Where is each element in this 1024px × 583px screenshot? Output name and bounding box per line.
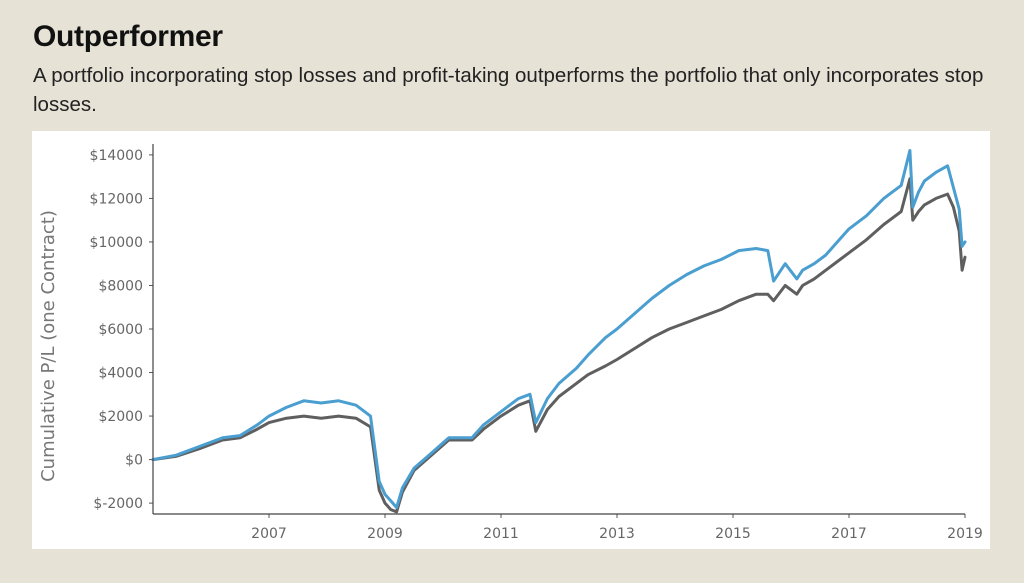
x-tick-label: 2019	[947, 526, 983, 542]
axes	[152, 144, 965, 515]
y-axis-label: Cumulative P/L (one Contract)	[38, 210, 59, 482]
x-tick-label: 2007	[251, 526, 287, 542]
y-axis-ticks: $-2000 $0 $2000 $4000 $6000 $8000 $10000 $12000…	[90, 148, 153, 512]
y-tick-label: $2000	[98, 409, 143, 425]
series-line-stop-loss-only	[151, 177, 967, 514]
x-tick-label: 2009	[367, 526, 403, 542]
chart-subtitle: A portfolio incorporating stop losses an…	[33, 64, 984, 116]
x-axis-ticks: 2007 2009 2011 2013 2015 2017 2019	[251, 514, 983, 542]
x-tick-label: 2011	[483, 526, 519, 542]
y-tick-label: $10000	[90, 235, 143, 251]
x-tick-label: 2017	[831, 526, 867, 542]
y-tick-label: $-2000	[93, 496, 143, 512]
y-axis-label-group: Cumulative P/L (one Contract)	[38, 210, 59, 482]
chart-title: Outperformer	[33, 20, 223, 53]
chart-panel: Cumulative P/L (one Contract) $-2000 $0 $2…	[32, 131, 990, 549]
y-tick-label: $12000	[90, 191, 143, 207]
series-lines	[151, 149, 967, 514]
series-line-stop-loss-profit-taking	[151, 149, 967, 509]
y-tick-label: $8000	[98, 278, 143, 294]
y-tick-label: $4000	[98, 366, 143, 382]
y-tick-label: $0	[125, 453, 143, 469]
x-tick-label: 2015	[715, 526, 751, 542]
y-tick-label: $14000	[90, 148, 143, 164]
y-tick-label: $6000	[98, 322, 143, 338]
line-chart: Cumulative P/L (one Contract) $-2000 $0 $2…	[38, 144, 983, 542]
x-tick-label: 2013	[599, 526, 635, 542]
